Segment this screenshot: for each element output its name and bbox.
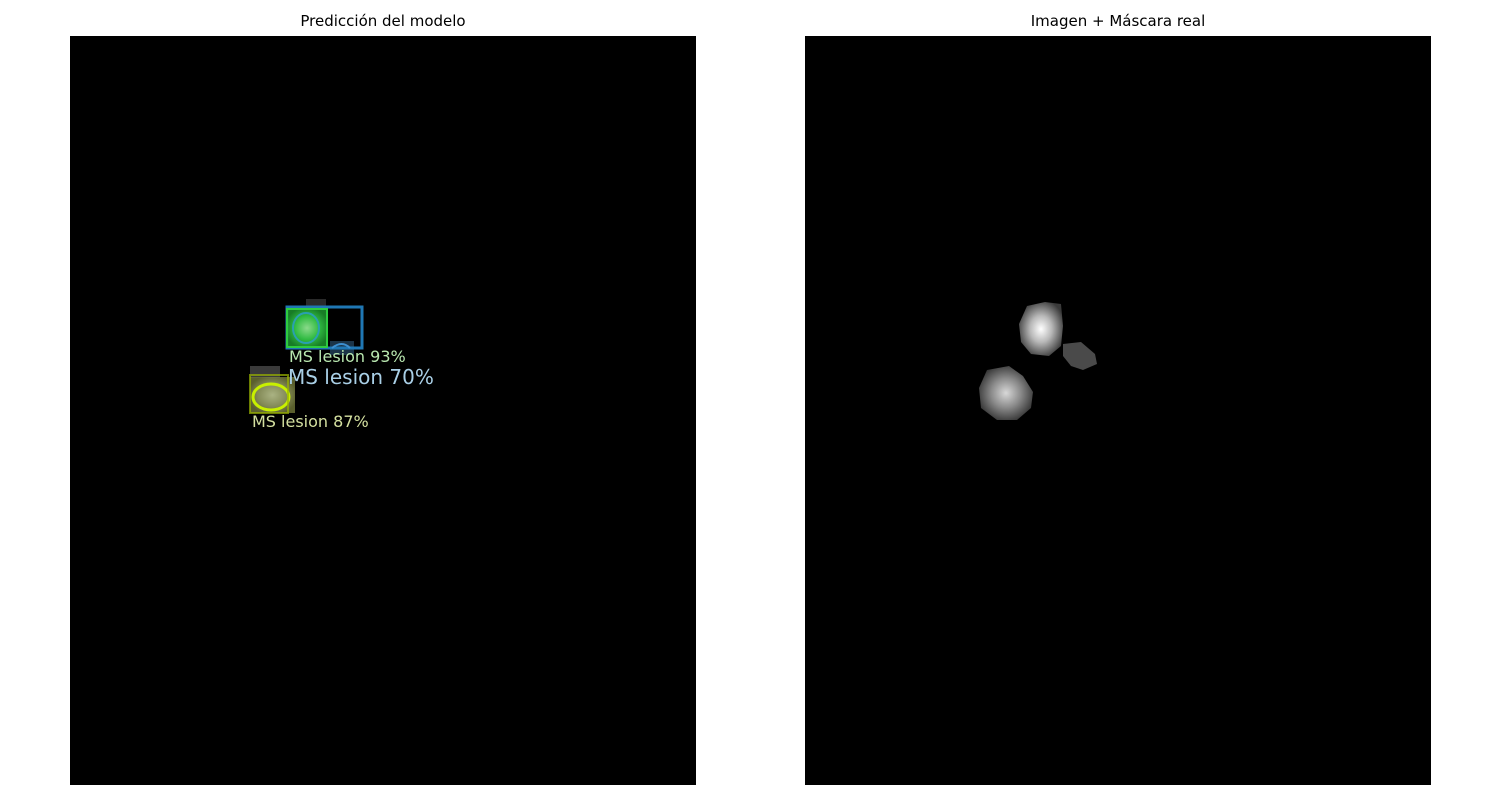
detection-label-70: MS lesion 70%	[288, 365, 434, 389]
lesion-blob-upper	[1019, 302, 1063, 356]
lesion-blob-lower	[979, 366, 1033, 420]
lesion-texture	[306, 299, 326, 309]
detection-contour-93	[292, 312, 320, 344]
detection-box-87	[249, 374, 289, 414]
prediction-overlay	[249, 299, 364, 414]
detection-box-93	[286, 308, 328, 348]
detection-mask-70	[331, 343, 351, 349]
lesion-blob-small	[1063, 342, 1097, 370]
ground-truth-image	[805, 36, 1431, 785]
detection-label-93: MS lesion 93%	[289, 347, 406, 366]
prediction-panel-title: Predicción del modelo	[300, 12, 466, 30]
ground-truth-panel-title: Imagen + Máscara real	[1030, 12, 1206, 30]
ground-truth-overlay	[979, 302, 1097, 420]
prediction-image: MS lesion 93% MS lesion 70% MS lesion 87…	[70, 36, 696, 785]
detection-label-87: MS lesion 87%	[252, 412, 369, 431]
lesion-texture	[250, 366, 280, 378]
